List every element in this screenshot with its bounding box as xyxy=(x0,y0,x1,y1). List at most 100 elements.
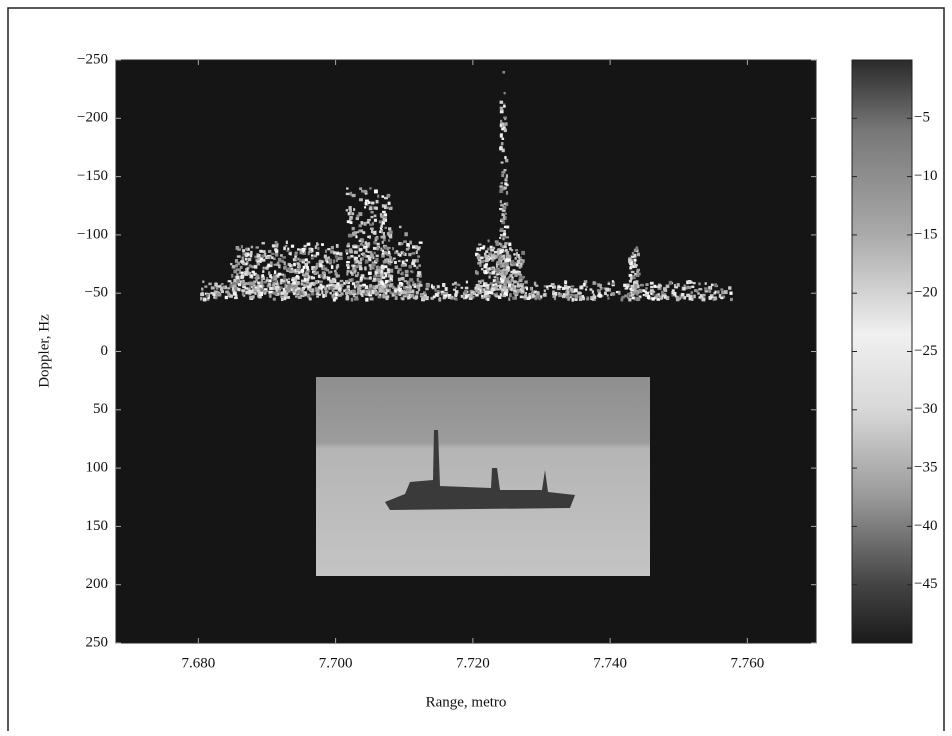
speckle xyxy=(239,269,241,272)
speckle xyxy=(500,108,502,111)
speckle xyxy=(328,259,332,263)
speckle xyxy=(508,276,510,278)
speckle xyxy=(693,295,695,299)
speckle xyxy=(501,279,504,282)
speckle xyxy=(382,241,384,244)
speckle xyxy=(420,294,424,296)
speckle xyxy=(691,298,693,301)
speckle xyxy=(355,298,359,301)
speckle xyxy=(267,256,270,259)
speckle xyxy=(233,279,236,282)
speckle xyxy=(203,298,206,302)
speckle xyxy=(465,295,468,299)
speckle xyxy=(278,264,281,268)
speckle xyxy=(627,293,630,295)
speckle xyxy=(669,281,672,285)
speckle xyxy=(666,296,669,300)
speckle xyxy=(268,271,270,275)
speckle xyxy=(395,265,398,269)
speckle xyxy=(398,278,401,282)
speckle xyxy=(442,283,445,287)
speckle xyxy=(709,296,713,298)
speckle xyxy=(698,288,702,290)
speckle xyxy=(417,271,421,275)
speckle xyxy=(346,264,349,267)
speckle xyxy=(370,211,373,213)
speckle xyxy=(397,270,400,273)
speckle xyxy=(584,280,588,283)
speckle xyxy=(705,282,707,285)
speckle xyxy=(268,250,271,253)
speckle xyxy=(266,277,268,279)
speckle xyxy=(236,246,240,250)
speckle xyxy=(503,233,506,236)
speckle xyxy=(245,248,248,250)
speckle xyxy=(225,296,228,299)
speckle xyxy=(633,259,636,262)
speckle xyxy=(388,202,391,205)
speckle xyxy=(385,274,388,277)
speckle xyxy=(269,294,271,297)
speckle xyxy=(373,275,376,278)
speckle xyxy=(645,287,647,289)
speckle xyxy=(636,293,638,295)
speckle xyxy=(367,242,370,245)
speckle xyxy=(691,291,693,294)
photo-background xyxy=(316,377,650,576)
speckle xyxy=(479,264,481,267)
speckle xyxy=(304,245,307,247)
speckle xyxy=(240,260,244,262)
speckle xyxy=(629,266,631,269)
speckle xyxy=(417,278,419,282)
speckle xyxy=(494,294,497,296)
speckle xyxy=(437,285,440,288)
speckle xyxy=(281,292,284,295)
speckle xyxy=(406,293,409,297)
speckle xyxy=(392,286,395,289)
speckle xyxy=(347,292,351,294)
speckle xyxy=(360,277,363,281)
speckle xyxy=(585,288,587,290)
speckle xyxy=(412,246,415,248)
speckle xyxy=(347,243,350,246)
speckle xyxy=(242,249,245,252)
speckle xyxy=(382,211,386,213)
speckle xyxy=(293,289,296,293)
speckle xyxy=(650,286,653,288)
speckle xyxy=(492,247,495,250)
speckle xyxy=(296,257,298,260)
speckle xyxy=(314,289,316,292)
speckle xyxy=(382,276,386,279)
speckle xyxy=(252,295,254,298)
speckle xyxy=(501,162,504,164)
speckle xyxy=(338,294,342,297)
speckle xyxy=(552,293,556,295)
speckle xyxy=(256,246,259,248)
speckle xyxy=(728,286,731,290)
speckle xyxy=(284,284,286,288)
speckle xyxy=(631,271,635,273)
speckle xyxy=(491,288,495,291)
speckle xyxy=(362,231,365,234)
speckle xyxy=(346,261,350,263)
speckle xyxy=(675,295,677,297)
speckle xyxy=(330,280,334,283)
speckle xyxy=(241,245,243,248)
speckle xyxy=(404,232,407,236)
speckle xyxy=(271,253,274,255)
speckle xyxy=(289,264,292,267)
speckle xyxy=(390,269,393,273)
speckle xyxy=(487,248,490,251)
speckle xyxy=(661,294,663,297)
speckle xyxy=(410,270,412,272)
speckle xyxy=(346,187,348,189)
y-tick-label: 0 xyxy=(101,343,109,359)
speckle xyxy=(531,290,533,294)
speckle xyxy=(388,239,390,241)
speckle xyxy=(349,216,353,220)
speckle xyxy=(235,259,238,263)
speckle xyxy=(637,297,640,301)
x-tick-label: 7.680 xyxy=(181,655,215,671)
speckle xyxy=(478,285,482,287)
speckle xyxy=(296,282,300,285)
